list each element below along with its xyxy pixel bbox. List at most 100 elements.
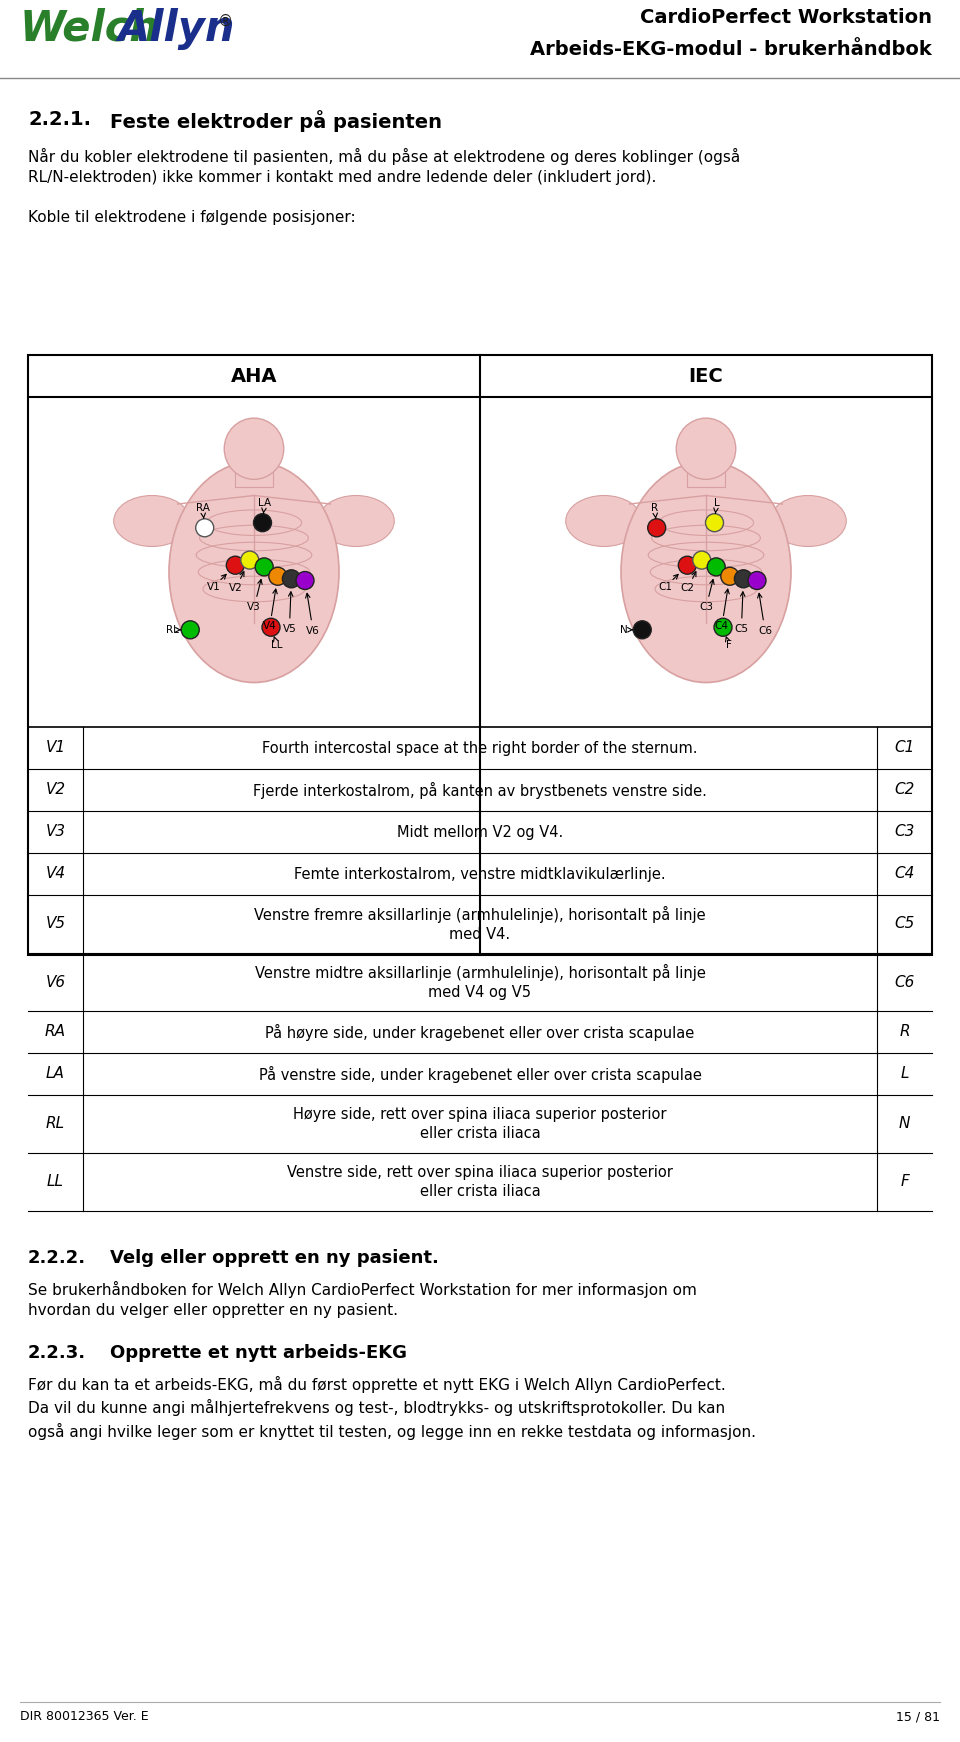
Circle shape <box>227 556 244 575</box>
Text: Velg eller opprett en ny pasient.: Velg eller opprett en ny pasient. <box>110 1249 439 1266</box>
Text: L: L <box>900 1066 909 1082</box>
Circle shape <box>181 620 200 639</box>
Text: Opprette et nytt arbeids-EKG: Opprette et nytt arbeids-EKG <box>110 1345 407 1362</box>
Circle shape <box>634 620 651 639</box>
Text: 2.2.2.: 2.2.2. <box>28 1249 86 1266</box>
Text: V4: V4 <box>263 622 276 631</box>
Circle shape <box>262 618 280 636</box>
Text: C4: C4 <box>895 866 915 881</box>
Text: Feste elektroder på pasienten: Feste elektroder på pasienten <box>110 110 442 132</box>
Circle shape <box>282 570 300 587</box>
Text: Allyn: Allyn <box>118 9 235 51</box>
Text: Høyre side, rett over spina iliaca superior posterior
eller crista iliaca: Høyre side, rett over spina iliaca super… <box>293 1108 667 1141</box>
Text: Arbeids-EKG-modul - brukerhåndbok: Arbeids-EKG-modul - brukerhåndbok <box>530 40 932 59</box>
Text: V2: V2 <box>45 782 65 798</box>
Circle shape <box>255 557 274 577</box>
Text: N: N <box>899 1117 910 1132</box>
Text: V3: V3 <box>45 824 65 840</box>
Circle shape <box>241 550 259 570</box>
Circle shape <box>269 568 287 585</box>
Text: Koble til elektrodene i følgende posisjoner:: Koble til elektrodene i følgende posisjo… <box>28 211 355 225</box>
Text: C5: C5 <box>734 624 749 634</box>
Bar <box>28 355 932 955</box>
Ellipse shape <box>770 495 847 547</box>
Text: På venstre side, under kragebenet eller over crista scapulae: På venstre side, under kragebenet eller … <box>258 1066 702 1082</box>
Bar <box>0 0 960 78</box>
Text: C5: C5 <box>895 916 915 932</box>
Text: C2: C2 <box>681 584 695 592</box>
Text: CardioPerfect Workstation: CardioPerfect Workstation <box>640 9 932 26</box>
Text: R: R <box>900 1024 910 1040</box>
Text: 2.2.1.: 2.2.1. <box>28 110 91 129</box>
Text: Fjerde interkostalrom, på kanten av brystbenets venstre side.: Fjerde interkostalrom, på kanten av brys… <box>253 782 707 798</box>
Text: V4: V4 <box>45 866 65 881</box>
Ellipse shape <box>225 418 284 479</box>
Circle shape <box>296 571 314 589</box>
Text: Se brukerhåndboken for Welch Allyn CardioPerfect Workstation for mer informasjon: Se brukerhåndboken for Welch Allyn Cardi… <box>28 1280 697 1319</box>
Text: LA: LA <box>46 1066 65 1082</box>
Text: N: N <box>620 625 628 634</box>
Text: V3: V3 <box>248 603 261 611</box>
Text: Venstre side, rett over spina iliaca superior posterior
eller crista iliaca: Venstre side, rett over spina iliaca sup… <box>287 1165 673 1198</box>
Text: C6: C6 <box>895 974 915 989</box>
Ellipse shape <box>676 418 735 479</box>
Text: R: R <box>651 503 659 512</box>
Text: Venstre midtre aksillarlinje (armhulelinje), horisontalt på linje
med V4 og V5: Venstre midtre aksillarlinje (armhulelin… <box>254 963 706 1000</box>
Text: LA: LA <box>258 498 271 507</box>
Circle shape <box>708 557 725 577</box>
Circle shape <box>706 514 724 531</box>
Text: C3: C3 <box>699 603 713 611</box>
Text: V5: V5 <box>45 916 65 932</box>
Circle shape <box>748 571 766 589</box>
Text: Fourth intercostal space at the right border of the sternum.: Fourth intercostal space at the right bo… <box>262 740 698 756</box>
Text: C1: C1 <box>895 740 915 756</box>
Text: ®: ® <box>218 14 233 30</box>
Text: 15 / 81: 15 / 81 <box>896 1711 940 1723</box>
Text: F: F <box>900 1174 909 1190</box>
Text: Welch: Welch <box>20 9 160 51</box>
Text: DIR 80012365 Ver. E: DIR 80012365 Ver. E <box>20 1711 149 1723</box>
Circle shape <box>721 568 739 585</box>
Text: C2: C2 <box>895 782 915 798</box>
Text: Når du kobler elektrodene til pasienten, må du påse at elektrodene og deres kobl: Når du kobler elektrodene til pasienten,… <box>28 148 740 185</box>
Text: Før du kan ta et arbeids-EKG, må du først opprette et nytt EKG i Welch Allyn Car: Før du kan ta et arbeids-EKG, må du førs… <box>28 1376 756 1439</box>
Circle shape <box>693 550 710 570</box>
Text: C1: C1 <box>659 582 672 592</box>
Circle shape <box>734 570 753 587</box>
Text: F: F <box>726 641 732 650</box>
Text: V5: V5 <box>282 624 297 634</box>
Circle shape <box>714 618 732 636</box>
Text: RA: RA <box>196 503 209 512</box>
Text: C4: C4 <box>715 622 729 631</box>
Circle shape <box>253 514 272 531</box>
Circle shape <box>196 519 214 537</box>
Ellipse shape <box>113 495 190 547</box>
Ellipse shape <box>565 495 642 547</box>
Text: RA: RA <box>45 1024 66 1040</box>
Text: RL: RL <box>46 1117 65 1132</box>
Text: Venstre fremre aksillarlinje (armhulelinje), horisontalt på linje
med V4.: Venstre fremre aksillarlinje (armhulelin… <box>254 906 706 942</box>
Text: LL: LL <box>47 1174 64 1190</box>
Text: På høyre side, under kragebenet eller over crista scapulae: På høyre side, under kragebenet eller ov… <box>265 1024 695 1040</box>
Text: L: L <box>713 498 719 507</box>
Text: C3: C3 <box>895 824 915 840</box>
Text: AHA: AHA <box>230 366 277 385</box>
Circle shape <box>648 519 665 537</box>
Text: LL: LL <box>272 641 283 650</box>
Text: V1: V1 <box>45 740 65 756</box>
Circle shape <box>679 556 696 575</box>
Text: V6: V6 <box>45 974 65 989</box>
Text: 2.2.3.: 2.2.3. <box>28 1345 86 1362</box>
Text: IEC: IEC <box>688 366 724 385</box>
Text: V6: V6 <box>306 625 320 636</box>
Text: RL: RL <box>166 625 179 634</box>
Ellipse shape <box>169 462 339 683</box>
Text: V1: V1 <box>206 582 220 592</box>
Ellipse shape <box>318 495 395 547</box>
Text: Midt mellom V2 og V4.: Midt mellom V2 og V4. <box>396 824 564 840</box>
Bar <box>235 444 273 488</box>
Text: Femte interkostalrom, venstre midtklavikulærlinje.: Femte interkostalrom, venstre midtklavik… <box>294 866 666 881</box>
Text: C6: C6 <box>758 625 772 636</box>
Bar <box>687 444 725 488</box>
Ellipse shape <box>621 462 791 683</box>
